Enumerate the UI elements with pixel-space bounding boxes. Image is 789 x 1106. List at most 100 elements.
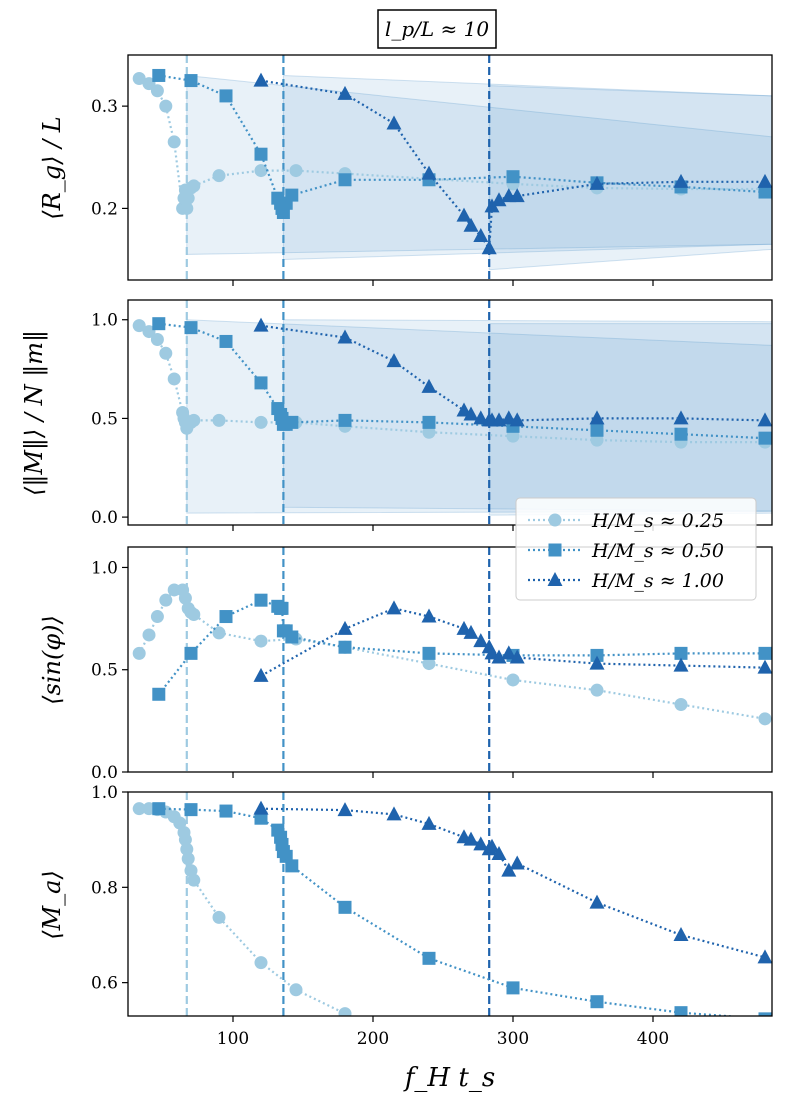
panel-1-band-2 [488, 85, 772, 271]
panel-3-series-0-point [187, 608, 201, 621]
panel-3-series-0-point [422, 657, 436, 671]
legend-frame [515, 497, 757, 601]
panel-2-series-2-point [253, 317, 269, 332]
panel-3-vlines [185, 547, 491, 772]
panel-3-series-1-point [275, 601, 289, 615]
panel-4-ytick-label: 0.6 [91, 974, 118, 994]
panel-2-series-1-point [338, 413, 352, 427]
panel-3-series-1-point [674, 646, 688, 660]
panel-3-series-1-point [422, 646, 436, 660]
panel-3-series-0-point [758, 712, 772, 726]
panel-1-series-1-point [219, 89, 233, 103]
panel-4-series-0-point [132, 802, 146, 816]
panel-2-series-0-point [150, 332, 164, 346]
panel-4-series-0-point [212, 910, 226, 924]
panel-4-series-1-point [338, 900, 352, 914]
panel-3-series-0-point [254, 634, 268, 648]
panel-1: 0.2 0.3 ⟨R_g⟩ / L [38, 54, 773, 286]
panel-2-series-2-point [473, 410, 489, 425]
panel-4-series-1-point [285, 859, 299, 873]
panel-2-series-0-point [142, 325, 156, 339]
panel-3-series-2-point [757, 659, 772, 674]
panel-1-series-1-point [506, 170, 520, 184]
panel-4-series-0-point [338, 1007, 352, 1016]
panel-2: 0.0 0.5 1.0 ⟨‖M‖⟩ / N ‖m‖ [20, 299, 773, 531]
panel-2-series-2-point [589, 410, 605, 425]
panel-3-series-2-point [473, 633, 489, 648]
panel-2-series-1-point [285, 415, 299, 429]
panel-1-ytick-label: 0.2 [91, 199, 118, 219]
panel-3-series-2-point [337, 620, 353, 635]
panel-1-series-1-point [758, 185, 772, 199]
panel-4-series-1-point [590, 995, 604, 1009]
panel-4-series-1-point [758, 1012, 772, 1016]
panel-3-series-1-point [285, 630, 299, 644]
panel-3-series-2-point [386, 600, 402, 615]
panel-2-series-1-point [184, 321, 198, 335]
legend-items: H/M_s ≈ 0.25 H/M_s ≈ 0.50 H/M_s ≈ 1.00 [528, 510, 724, 592]
panel-2-series-0-point [506, 429, 520, 443]
panel-4-series-1-point [184, 803, 198, 817]
panel-3: 0.0 0.5 1.0 ⟨sin(φ)⟩ [38, 546, 773, 783]
legend-marker-1 [548, 543, 562, 557]
panel-1-series-0-point [167, 135, 181, 149]
panel-1-series-0-point [181, 191, 195, 205]
panel-4-series-1-point [674, 1006, 688, 1016]
panel-3-series-2-point [421, 608, 437, 623]
panel-3-frame [127, 546, 773, 773]
panel-4-ytick-label: 0.8 [91, 878, 118, 898]
panel-1-series-1-point [152, 68, 166, 82]
panel-4-series-2-point [589, 894, 605, 909]
panel-2-frame [127, 299, 773, 526]
panel-4-series-1-point [422, 951, 436, 965]
panel-1-frame [127, 54, 773, 281]
panel-4-frame [127, 791, 773, 1017]
panel-4-series-0-point [187, 873, 201, 887]
panel-2-series-2-point [509, 412, 525, 427]
panel-1-series-0-point [187, 179, 201, 193]
panel-3-ylabel: ⟨sin(φ)⟩ [38, 615, 66, 705]
panel-4-series-2-point [509, 855, 525, 870]
panel-1-series-2-point [757, 173, 772, 188]
panel-3-series-2-point [673, 657, 689, 672]
panel-1-ylabel: ⟨R_g⟩ / L [38, 116, 66, 219]
panel-3-series-2-point [509, 649, 525, 664]
panel-4-series-1-point [506, 981, 520, 995]
panel-4-xtick-label: 300 [497, 1029, 529, 1049]
panel-3-series-2-point [501, 645, 517, 660]
panel-4-series-2-point [463, 831, 479, 846]
panel-4-series-2-point [757, 949, 772, 964]
panel-4-series-1-line [158, 807, 741, 1016]
panel-2-series [132, 317, 772, 449]
panel-1-series-2-point [473, 228, 489, 243]
panel-3-series [132, 583, 772, 726]
panel-3-series-1-point [219, 610, 233, 624]
panel-3-series-0-point [150, 610, 164, 624]
panel-4-ylabel: ⟨M_a⟩ [38, 870, 66, 940]
panel-2-ytick-label: 0.0 [91, 508, 118, 528]
panel-4-series-0-point [181, 852, 195, 866]
panel-3-series-0-point [674, 698, 688, 711]
panel-2-ytick-label: 0.5 [91, 409, 118, 429]
panel-4-series-2-point [491, 845, 507, 860]
panel-1-series-2-point [337, 85, 353, 100]
panel-4-series-2-point [337, 802, 353, 817]
panel-1-axes: 0.2 0.3 [91, 54, 773, 286]
panel-1-series-1-point [254, 147, 268, 161]
panel-2-series-1-point [758, 431, 772, 445]
panel-4-series-2-line [260, 807, 766, 959]
panel-4-series-2-point [484, 838, 500, 853]
panel-2-series-0-point [132, 319, 146, 333]
panel-3-ytick-label: 0.0 [91, 763, 118, 783]
x-axis-label: f_H t_s [403, 1063, 495, 1093]
panel-3-series-1-point [338, 640, 352, 654]
panel-2-series-1-point [674, 427, 688, 441]
panel-3-axes: 0.0 0.5 1.0 [91, 546, 773, 783]
panel-2-series-1-point [590, 423, 604, 437]
legend-label-0: H/M_s ≈ 0.25 [591, 510, 724, 532]
panel-4-series-2-point [253, 800, 269, 815]
panel-3-series-1-point [590, 648, 604, 662]
panel-2-series-1-point [219, 334, 233, 348]
panel-3-series-1-point [184, 646, 198, 660]
